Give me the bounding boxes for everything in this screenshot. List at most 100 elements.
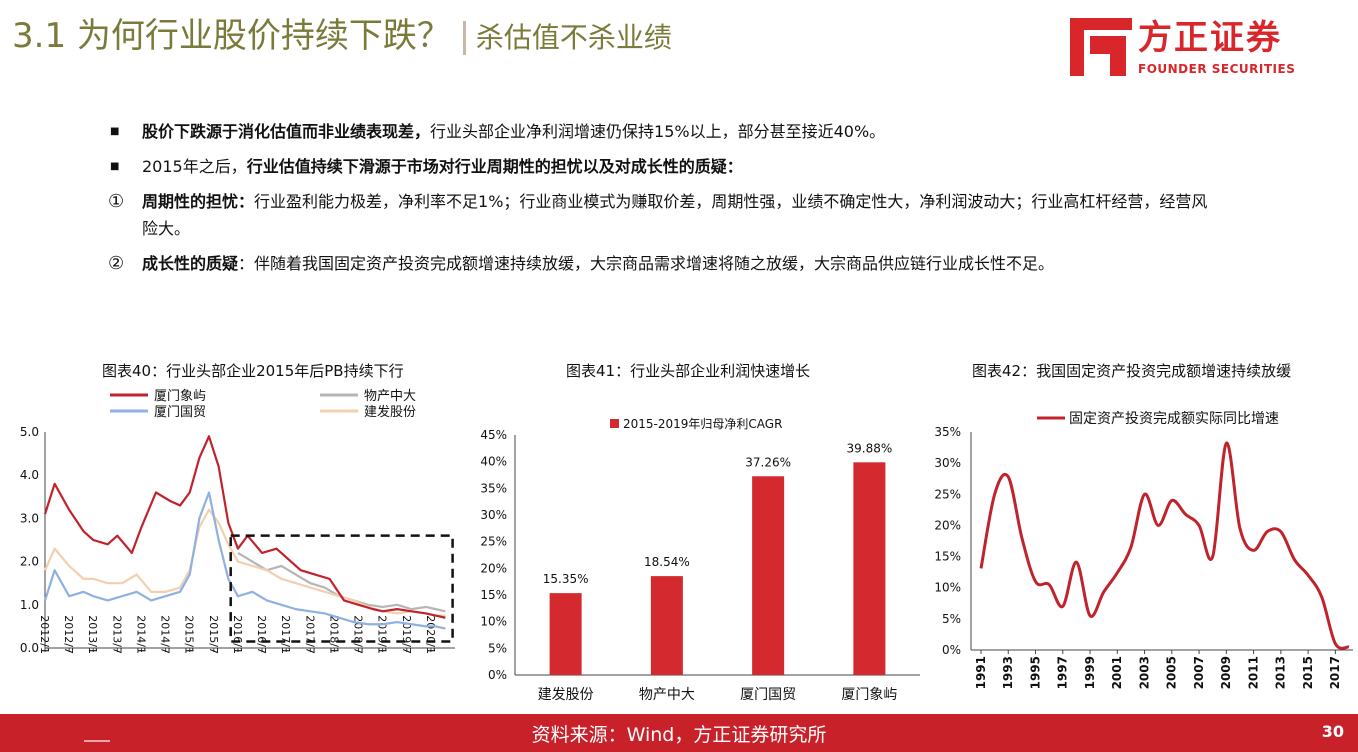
bullet-marker: ■ bbox=[110, 126, 120, 137]
x-tick-label: 1999 bbox=[1083, 656, 1097, 689]
x-tick-label: 2012/7 bbox=[62, 615, 75, 654]
data-label: 39.88% bbox=[846, 441, 892, 455]
x-tick-label: 2015/7 bbox=[207, 615, 220, 654]
y-tick-label: 15% bbox=[934, 550, 961, 564]
x-tick-label: 2005 bbox=[1165, 656, 1179, 689]
y-tick-label: 30% bbox=[480, 508, 507, 522]
y-tick-label: 5% bbox=[942, 612, 961, 626]
x-tick-label: 2013 bbox=[1274, 656, 1288, 689]
legend-label: 物产中大 bbox=[364, 389, 416, 404]
bullet-item: ■ 股价下跌源于消化估值而非业绩表现差，行业头部企业净利润增速仍保持15%以上，… bbox=[108, 118, 1218, 145]
x-tick-label: 2018/1 bbox=[327, 615, 340, 654]
bullet-bold: 周期性的担忧： bbox=[142, 192, 255, 211]
bullet-number: ② bbox=[108, 253, 125, 274]
bullet-bold: 成长性的质疑 bbox=[142, 254, 239, 273]
title-subtitle: 杀估值不杀业绩 bbox=[475, 21, 672, 54]
page-number: 30 bbox=[1321, 722, 1344, 741]
x-tick-label: 1995 bbox=[1028, 656, 1042, 689]
chart41-bars: 15.35% 18.54% 37.26% 39.88% bbox=[543, 441, 892, 675]
x-tick-label: 2017/1 bbox=[279, 615, 292, 654]
x-tick-label: 2001 bbox=[1110, 656, 1124, 689]
footer-bar: 资料来源：Wind，方正证券研究所 30 bbox=[0, 714, 1358, 752]
bar-建发股份 bbox=[549, 593, 582, 675]
chart42-fai-growth: 固定资产投资完成额实际同比增速 0% 5% 10% 15% 20% 25% 30% 35% 19… bbox=[934, 411, 1353, 689]
logo-mark-icon bbox=[1070, 18, 1132, 76]
x-tick-label: 2017/7 bbox=[303, 615, 316, 654]
title-separator bbox=[462, 20, 466, 55]
y-tick-label: 0% bbox=[942, 643, 961, 657]
bullet-item: ■ 2015年之后，行业估值持续下滑源于市场对行业周期性的担忧以及对成长性的质疑… bbox=[108, 153, 1218, 180]
bullet-bold: 行业估值持续下滑源于市场对行业周期性的担忧以及对成长性的质疑： bbox=[246, 157, 743, 176]
x-tick-label: 物产中大 bbox=[639, 687, 695, 703]
y-tick-label: 5.0 bbox=[20, 425, 39, 439]
legend-label: 固定资产投资完成额实际同比增速 bbox=[1069, 411, 1279, 427]
y-tick-label: 2.0 bbox=[20, 555, 39, 569]
company-logo: 方正证券 FOUNDER SECURITIES bbox=[1070, 18, 1306, 78]
x-tick-label: 厦门国贸 bbox=[740, 687, 796, 703]
chart41-axes: 0% 5% 10% 15% 20% 25% 30% 35% 40% 45% 建发股份 物产中大 厦门国贸… bbox=[480, 428, 920, 703]
y-tick-label: 15% bbox=[480, 588, 507, 602]
series-line-物产中大 bbox=[237, 552, 446, 613]
y-tick-label: 0% bbox=[488, 668, 507, 682]
x-tick-label: 2014/1 bbox=[134, 615, 147, 654]
x-tick-label: 2014/7 bbox=[159, 615, 172, 654]
chart42-axes: 0% 5% 10% 15% 20% 25% 30% 35% 1991 1993 1995 1997 19… bbox=[934, 425, 1353, 689]
x-tick-label: 2020/1 bbox=[424, 615, 437, 654]
x-tick-label: 2017 bbox=[1328, 656, 1342, 689]
series-line-厦门国贸 bbox=[43, 491, 446, 630]
bullet-pre: 2015年之后， bbox=[142, 157, 247, 176]
legend-swatch bbox=[610, 419, 619, 428]
y-tick-label: 10% bbox=[934, 581, 961, 595]
chart42-series bbox=[979, 441, 1350, 650]
y-tick-label: 45% bbox=[480, 428, 507, 442]
bullet-number: ① bbox=[108, 191, 125, 212]
x-tick-label: 2003 bbox=[1137, 656, 1151, 689]
x-tick-label: 1993 bbox=[1001, 656, 1015, 689]
x-tick-label: 2019/1 bbox=[376, 615, 389, 654]
bar-物产中大 bbox=[650, 576, 683, 675]
data-label: 18.54% bbox=[644, 555, 690, 569]
bullet-text: 行业盈利能力极差，净利率不足1%；行业商业模式为赚取价差，周期性强，业绩不确定性… bbox=[142, 192, 1208, 238]
highlight-dashed-box bbox=[229, 534, 454, 643]
x-tick-label: 2016/1 bbox=[231, 615, 244, 654]
series-line-厦门象屿 bbox=[43, 435, 446, 619]
bullet-marker: ■ bbox=[110, 161, 120, 172]
chart41-profit-bars: 2015-2019年归母净利CAGR 0% 5% 10% 15% 20% 25% 30% 35… bbox=[480, 417, 920, 703]
bullet-list: ■ 股价下跌源于消化估值而非业绩表现差，行业头部企业净利润增速仍保持15%以上，… bbox=[108, 118, 1218, 285]
bar-厦门象屿 bbox=[853, 462, 886, 675]
x-tick-label: 2012/1 bbox=[38, 615, 51, 654]
x-tick-label: 2015 bbox=[1301, 656, 1315, 689]
chart41-title: 图表41：行业头部企业利润快速增长 bbox=[566, 362, 811, 380]
y-tick-label: 25% bbox=[480, 535, 507, 549]
x-tick-label: 建发股份 bbox=[538, 687, 594, 703]
x-tick-label: 2016/7 bbox=[255, 615, 268, 654]
legend-label: 厦门象屿 bbox=[154, 389, 206, 404]
y-tick-label: 25% bbox=[934, 487, 961, 501]
y-tick-label: 0.0 bbox=[20, 641, 39, 655]
chart42-title: 图表42：我国固定资产投资完成额增速持续放缓 bbox=[972, 362, 1292, 380]
y-tick-label: 35% bbox=[480, 481, 507, 495]
bullet-bold: 股价下跌源于消化估值而非业绩表现差， bbox=[142, 122, 431, 141]
y-tick-label: 30% bbox=[934, 456, 961, 470]
logo-text-en: FOUNDER SECURITIES bbox=[1138, 62, 1296, 76]
x-tick-label: 2009 bbox=[1219, 656, 1233, 689]
series-line-fai-growth bbox=[979, 441, 1350, 650]
y-tick-label: 10% bbox=[480, 615, 507, 629]
x-tick-label: 1997 bbox=[1056, 656, 1070, 689]
y-tick-label: 1.0 bbox=[20, 598, 39, 612]
legend-label: 厦门国贸 bbox=[154, 405, 206, 420]
x-tick-label: 2013/1 bbox=[86, 615, 99, 654]
bullet-item: ① 周期性的担忧：行业盈利能力极差，净利率不足1%；行业商业模式为赚取价差，周期… bbox=[108, 188, 1218, 242]
footer-mark bbox=[84, 740, 110, 742]
x-tick-label: 2018/7 bbox=[352, 615, 365, 654]
chart41-legend: 2015-2019年归母净利CAGR bbox=[610, 417, 782, 431]
chart42-legend: 固定资产投资完成额实际同比增速 bbox=[1037, 411, 1279, 427]
x-tick-label: 厦门象屿 bbox=[841, 687, 897, 703]
x-tick-label: 2007 bbox=[1192, 656, 1206, 689]
y-tick-label: 20% bbox=[934, 518, 961, 532]
x-tick-label: 1991 bbox=[974, 656, 988, 689]
legend-label: 建发股份 bbox=[364, 404, 416, 420]
bullet-text: 行业头部企业净利润增速仍保持15%以上，部分甚至接近40%。 bbox=[430, 122, 886, 141]
y-tick-label: 4.0 bbox=[20, 468, 39, 482]
